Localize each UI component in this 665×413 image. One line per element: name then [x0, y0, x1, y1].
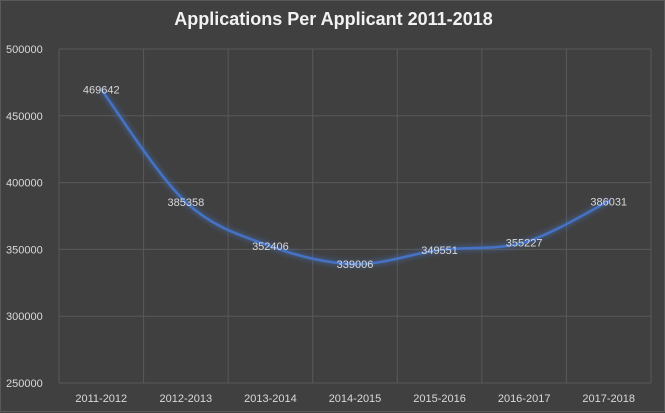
data-label: 469642 [83, 85, 120, 97]
data-label: 386031 [590, 196, 627, 208]
axis-labels: 250000 300000 350000 400000 450000 500000 2011… [6, 44, 635, 405]
x-tick-label: 2015-2016 [413, 393, 466, 405]
y-tick-label: 300000 [6, 311, 43, 323]
data-label: 385358 [167, 197, 204, 209]
data-label: 352406 [252, 241, 289, 253]
series-layer [100, 88, 610, 266]
x-tick-label: 2014-2015 [329, 393, 382, 405]
y-tick-label: 250000 [6, 378, 43, 390]
y-tick-label: 400000 [6, 178, 43, 190]
chart-title: Applications Per Applicant 2011-2018 [174, 9, 493, 29]
y-tick-label: 450000 [6, 111, 43, 123]
series-line [100, 88, 610, 266]
x-tick-label: 2011-2012 [75, 393, 127, 405]
data-labels: 469642 385358 352406 339006 349551 355227 3860… [83, 85, 627, 272]
x-tick-label: 2013-2014 [244, 393, 297, 405]
data-label: 339006 [337, 259, 374, 271]
data-label: 349551 [421, 245, 458, 257]
gridlines [58, 48, 652, 384]
x-tick-label: 2017-2018 [582, 393, 635, 405]
y-tick-label: 500000 [6, 44, 43, 56]
x-tick-label: 2012-2013 [160, 393, 213, 405]
x-tick-label: 2016-2017 [498, 393, 551, 405]
y-tick-label: 350000 [6, 244, 43, 256]
data-label: 355227 [506, 237, 543, 249]
